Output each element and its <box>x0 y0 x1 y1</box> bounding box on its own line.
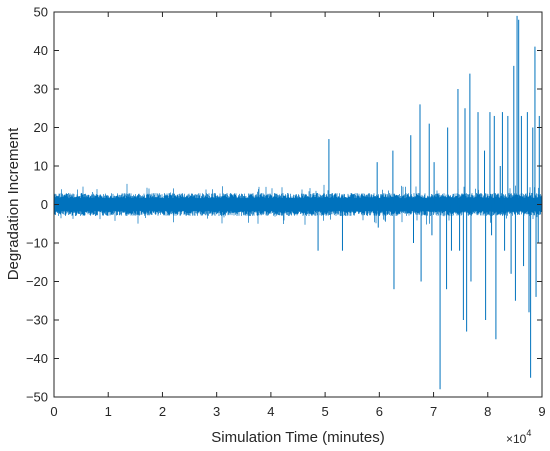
x-tick-label: 6 <box>376 404 383 419</box>
y-axis: −50 −40 −30 −20 −10 0 10 20 30 40 50 <box>26 5 542 405</box>
y-tick-label: 0 <box>41 197 48 212</box>
y-tick-label: 30 <box>34 82 48 97</box>
y-tick-label: −10 <box>26 236 48 251</box>
series-layer <box>53 15 543 390</box>
y-tick-label: −40 <box>26 351 48 366</box>
x-axis: 0 1 2 3 4 5 6 7 8 9 <box>50 12 546 419</box>
x-exponent-label: ×104 <box>506 428 531 446</box>
x-tick-label: 2 <box>159 404 166 419</box>
x-tick-label: 7 <box>430 404 437 419</box>
y-tick-label: 50 <box>34 5 48 20</box>
y-tick-label: 20 <box>34 120 48 135</box>
x-tick-label: 5 <box>321 404 328 419</box>
x-exponent-power: 4 <box>526 428 531 438</box>
y-tick-label: −50 <box>26 390 48 405</box>
x-tick-label: 9 <box>538 404 545 419</box>
y-tick-label: −20 <box>26 274 48 289</box>
x-exponent-base: ×10 <box>506 432 527 446</box>
y-tick-label: 10 <box>34 159 48 174</box>
x-tick-label: 0 <box>50 404 57 419</box>
y-tick-label: 40 <box>34 43 48 58</box>
x-tick-label: 3 <box>213 404 220 419</box>
x-tick-label: 8 <box>484 404 491 419</box>
x-axis-label: Simulation Time (minutes) <box>211 429 384 446</box>
x-tick-label: 4 <box>267 404 274 419</box>
x-tick-label: 1 <box>105 404 112 419</box>
y-tick-label: −30 <box>26 313 48 328</box>
y-axis-label: Degradation Increment <box>5 127 22 280</box>
